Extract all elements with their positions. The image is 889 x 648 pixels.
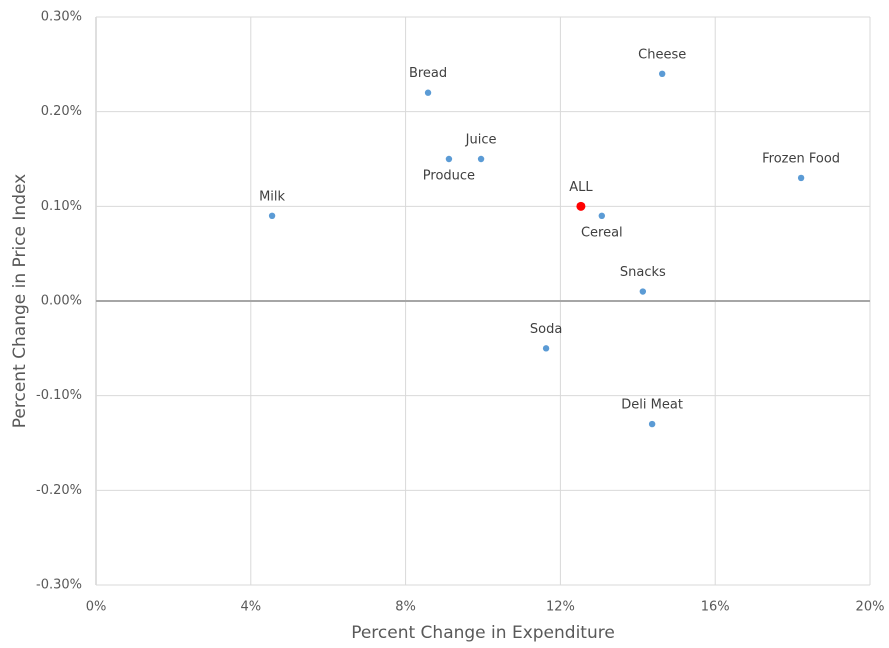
point xyxy=(424,89,432,96)
point xyxy=(648,420,656,428)
x-tick-label: 12% xyxy=(546,600,575,615)
x-tick-label: 20% xyxy=(856,600,885,615)
point-label: Frozen Food xyxy=(762,151,840,166)
point-label: Bread xyxy=(409,66,447,81)
x-tick-label: 16% xyxy=(701,600,730,615)
y-tick-label: 0.30% xyxy=(41,10,82,25)
point xyxy=(477,155,485,163)
point xyxy=(658,70,666,78)
point xyxy=(445,155,453,163)
x-tick-label: 4% xyxy=(240,600,261,615)
point xyxy=(797,174,805,182)
point xyxy=(598,212,606,219)
point-label: Juice xyxy=(465,133,497,148)
point xyxy=(576,201,586,211)
point-label: Snacks xyxy=(620,265,666,280)
y-tick-label: -0.10% xyxy=(36,388,82,403)
point-label: Cereal xyxy=(581,225,623,240)
y-tick-label: -0.20% xyxy=(36,483,82,498)
point-label: ALL xyxy=(569,180,593,195)
y-tick-label: 0.10% xyxy=(41,199,82,214)
x-tick-label: 8% xyxy=(395,600,416,615)
y-tick-label: 0.20% xyxy=(41,104,82,119)
point-label: Soda xyxy=(530,322,562,337)
point-label: Deli Meat xyxy=(621,398,683,413)
x-axis-title: Percent Change in Expenditure xyxy=(351,623,615,643)
x-tick-label: 0% xyxy=(86,600,107,615)
y-axis-title: Percent Change in Price Index xyxy=(10,174,30,428)
point xyxy=(542,345,550,352)
y-tick-label: -0.30% xyxy=(36,578,82,593)
point xyxy=(639,288,647,295)
point-label: Produce xyxy=(423,169,475,184)
point-label: Milk xyxy=(259,189,285,204)
y-tick-label: 0.00% xyxy=(41,294,82,309)
point-label: Cheese xyxy=(638,47,686,62)
point xyxy=(268,212,276,219)
